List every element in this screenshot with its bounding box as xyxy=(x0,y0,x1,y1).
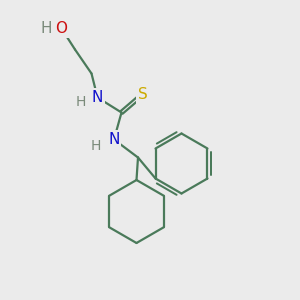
Text: N: N xyxy=(108,132,120,147)
Text: H: H xyxy=(76,95,86,109)
Text: N: N xyxy=(92,90,103,105)
Text: H: H xyxy=(91,139,101,152)
Text: O: O xyxy=(56,21,68,36)
Text: S: S xyxy=(138,87,147,102)
Text: H: H xyxy=(41,21,52,36)
